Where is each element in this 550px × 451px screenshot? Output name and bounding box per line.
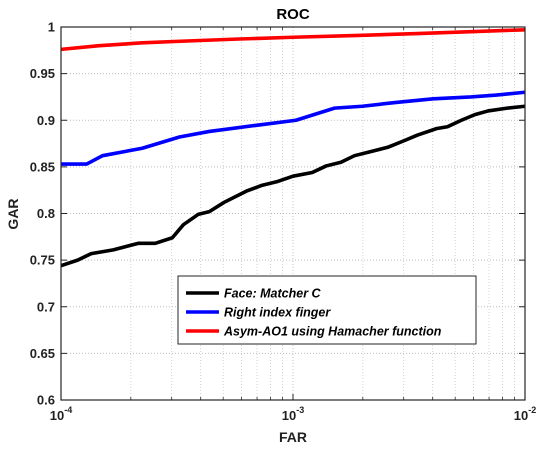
- y-axis-title: GAR: [5, 198, 21, 229]
- legend-box: [177, 275, 477, 345]
- series-lines: [60, 28, 526, 268]
- x-axis-title: FAR: [279, 429, 307, 445]
- y-tick-label: 0.7: [37, 299, 55, 314]
- x-tick-label: 10-2: [514, 405, 536, 423]
- legend-label: Face: Matcher C: [224, 287, 322, 301]
- y-tick-label: 0.65: [30, 346, 55, 361]
- y-tick-label: 0.85: [30, 159, 55, 174]
- legend-label: Right index finger: [224, 306, 331, 320]
- y-tick-label: 1: [48, 20, 55, 35]
- legend-label: Asym-AO1 using Hamacher function: [223, 325, 442, 339]
- y-tick-label: 0.75: [30, 253, 55, 268]
- x-tick-label: 10-3: [282, 405, 304, 423]
- y-tick-label: 0.95: [30, 66, 55, 81]
- legend: Face: Matcher C Right index finger Asym-AO…: [177, 275, 477, 345]
- chart-title: ROC: [276, 6, 310, 23]
- legend-entries: Face: Matcher C Right index finger Asym-AO…: [186, 287, 442, 339]
- y-tick-label: 0.6: [37, 393, 55, 408]
- series-line: [61, 90, 526, 166]
- y-tick-label: 0.8: [37, 206, 55, 221]
- x-tick-label: 10-4: [50, 405, 72, 423]
- axis-ticks: 10-4 10-3 10-2 0.6 0.65 0.7 0.75 0.8 0.85 0.9 0.95…: [30, 20, 537, 424]
- series-line: [60, 104, 526, 268]
- y-tick-label: 0.9: [37, 113, 55, 128]
- series-line: [60, 28, 526, 52]
